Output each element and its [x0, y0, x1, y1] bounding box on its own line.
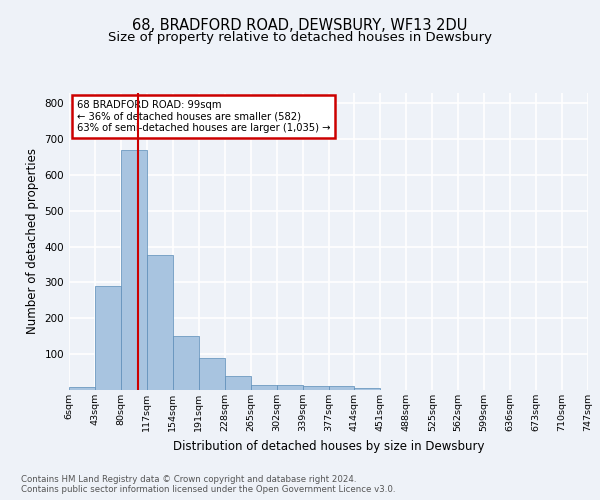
Bar — [251, 385, 277, 390]
Bar — [355, 388, 380, 390]
Bar — [277, 385, 302, 390]
Bar — [225, 376, 251, 390]
Bar — [69, 387, 95, 390]
X-axis label: Distribution of detached houses by size in Dewsbury: Distribution of detached houses by size … — [173, 440, 484, 452]
Bar — [95, 286, 121, 390]
Y-axis label: Number of detached properties: Number of detached properties — [26, 148, 39, 334]
Bar — [147, 254, 173, 390]
Text: Contains HM Land Registry data © Crown copyright and database right 2024.
Contai: Contains HM Land Registry data © Crown c… — [21, 474, 395, 494]
Bar — [173, 336, 199, 390]
Text: Size of property relative to detached houses in Dewsbury: Size of property relative to detached ho… — [108, 31, 492, 44]
Bar — [121, 150, 147, 390]
Bar — [329, 386, 355, 390]
Bar — [302, 386, 329, 390]
Bar — [199, 358, 224, 390]
Text: 68, BRADFORD ROAD, DEWSBURY, WF13 2DU: 68, BRADFORD ROAD, DEWSBURY, WF13 2DU — [133, 18, 467, 32]
Text: 68 BRADFORD ROAD: 99sqm
← 36% of detached houses are smaller (582)
63% of semi-d: 68 BRADFORD ROAD: 99sqm ← 36% of detache… — [77, 100, 330, 133]
